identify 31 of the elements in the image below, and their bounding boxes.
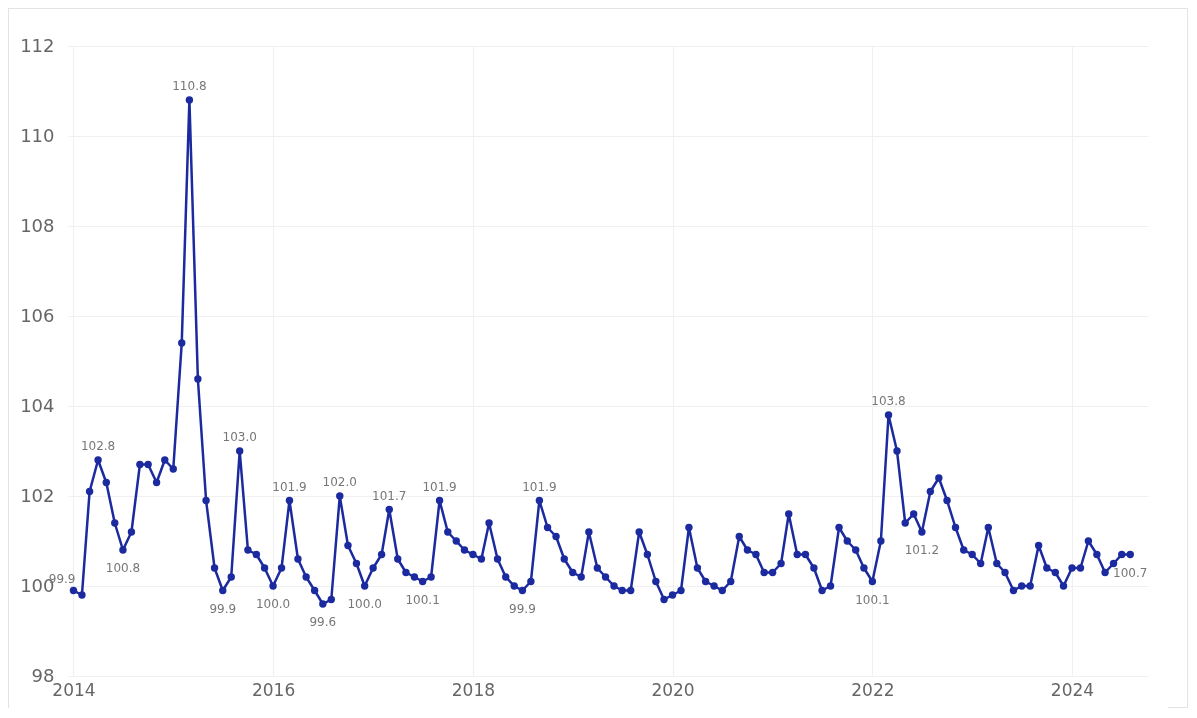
data-label: 100.8 [105, 561, 141, 575]
data-label: 101.9 [272, 479, 307, 494]
data-label: 103.8 [871, 394, 906, 408]
data-label: 99.9 [509, 601, 536, 616]
data-label: 101.9 [422, 479, 457, 494]
data-label: 101.9 [522, 479, 557, 494]
data-label: 101.7 [372, 488, 407, 503]
y-tick-label: 110 [20, 124, 55, 146]
data-label: 102.0 [322, 475, 357, 489]
data-label: 100.0 [347, 597, 382, 611]
y-tick-label: 112 [20, 34, 55, 56]
data-label: 100.1 [855, 592, 890, 607]
data-label: 103.0 [222, 430, 257, 444]
data-label: 100.7 [1113, 565, 1148, 580]
x-tick-label: 2016 [251, 679, 296, 700]
y-tick-label: 104 [20, 394, 55, 416]
data-label: 102.8 [80, 439, 116, 453]
x-tick-label: 2018 [451, 679, 496, 700]
data-label: 110.8 [172, 79, 207, 93]
y-tick-label: 108 [20, 214, 55, 236]
data-label: 101.2 [904, 543, 940, 557]
x-tick-label: 2024 [1050, 679, 1095, 700]
x-tick-label: 2014 [52, 679, 96, 700]
data-label: 99.6 [309, 615, 337, 629]
data-label: 100.0 [255, 597, 291, 611]
data-label: 100.1 [405, 592, 440, 607]
y-tick-label: 102 [20, 484, 55, 506]
data-label: 99.9 [209, 601, 237, 616]
x-tick-label: 2020 [651, 679, 695, 700]
x-tick-label: 2022 [851, 679, 895, 700]
y-tick-label: 106 [20, 304, 55, 326]
